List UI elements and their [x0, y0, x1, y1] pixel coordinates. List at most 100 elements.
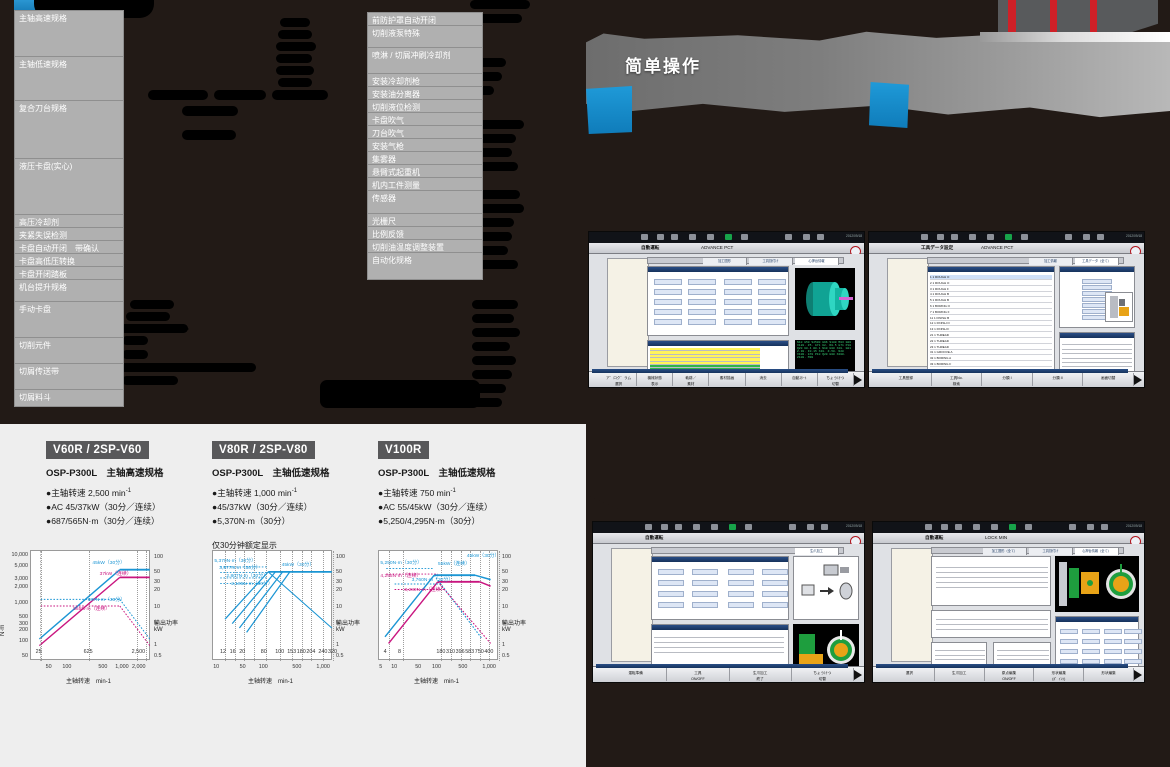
data-grid[interactable] — [936, 563, 1048, 588]
tool-row[interactable]: 6 1 BORING O — [930, 304, 1052, 309]
table-row[interactable] — [936, 578, 1048, 583]
softkey-button[interactable]: ちょうけつ 切替 — [792, 668, 854, 681]
softkey-button[interactable]: 選択 — [885, 668, 935, 681]
option-mid-item[interactable]: 悬臂式起重机 — [368, 165, 482, 178]
cnc-tab[interactable]: 加工情報 — [1029, 258, 1073, 265]
next-page-icon[interactable] — [1134, 670, 1142, 680]
softkey-button[interactable]: 機械状態 表示 — [637, 373, 674, 386]
cnc-softkey-bar[interactable]: 工具登録 工具No. 検索 分類 I 分類 II 画面切替 — [869, 369, 1144, 387]
cnc-tab[interactable]: 加工図形（全て） — [983, 548, 1027, 555]
tool-row[interactable]: 32 1 BORING A — [930, 356, 1052, 362]
cnc-tab-strip[interactable]: 加工図形 工具割付け 心押台情報 — [647, 257, 844, 265]
softkey-button[interactable]: ア゜ロク゛ラム 選択 — [601, 373, 638, 386]
table-row[interactable] — [936, 573, 1048, 578]
table-row[interactable] — [1062, 359, 1132, 363]
softkey-button[interactable]: 素材描画 — [709, 373, 746, 386]
table-row[interactable] — [1062, 363, 1132, 368]
table-row[interactable] — [650, 358, 760, 362]
option-left-item[interactable]: 液压卡盘(实心) — [15, 159, 123, 215]
softkey-button[interactable]: 生爪加工 終了 — [730, 668, 792, 681]
softkey-button[interactable]: 生爪加工 — [935, 668, 985, 681]
option-left-item[interactable]: 复合刀台规格 — [15, 101, 123, 159]
softkey-button[interactable]: 形状編集 — [1084, 668, 1134, 681]
option-mid-item[interactable]: 安装气枪 — [368, 139, 482, 152]
cnc-tab[interactable]: 心押台情報（全て） — [1075, 548, 1119, 555]
cnc-softkey-bar[interactable]: 選択 生爪加工 原点編集 ON/OFF 形状編集 (ﾎ゜ｲﾝﾄ) 形状編集 — [873, 664, 1144, 682]
table-row[interactable] — [997, 646, 1049, 651]
table-row[interactable] — [1062, 350, 1132, 355]
tool-row[interactable]: 21 1 THREAD — [930, 333, 1052, 338]
cnc-tab[interactable]: 工具割付け — [749, 258, 793, 265]
table-row[interactable] — [936, 620, 1048, 625]
tool-row[interactable]: 12 1 FINISH O — [930, 321, 1052, 327]
softkey-button[interactable]: 軌跡／ 素材 — [673, 373, 710, 386]
option-mid-item[interactable]: 安装冷却剂枪 — [368, 74, 482, 87]
next-page-icon[interactable] — [854, 670, 862, 680]
option-left-item[interactable]: 手动卡盘 — [15, 302, 123, 338]
table-row[interactable] — [1062, 341, 1132, 346]
option-mid-item[interactable]: 传感器 — [368, 191, 482, 214]
table-row[interactable] — [654, 633, 784, 638]
table-row[interactable] — [997, 656, 1049, 661]
option-mid-item[interactable]: 前防护罩自动开闭 — [368, 13, 482, 26]
softkey-button[interactable]: 運転準備 — [605, 668, 668, 681]
option-left-item[interactable]: 高压冷却剂 — [15, 215, 123, 228]
tool-row[interactable]: 5 1 ROUGH B — [930, 298, 1052, 304]
cnc-softkey-bar[interactable]: ア゜ロク゛ラム 選択 機械状態 表示 軌跡／ 素材 素材描画 消去 自動ｽﾀｰﾄ ちょうけつ 切替 — [589, 369, 864, 387]
option-mid-item[interactable]: 刀台吹气 — [368, 126, 482, 139]
table-row[interactable] — [650, 354, 760, 359]
cnc-softkey-bar[interactable]: 運転準備 工具 ON/OFF 生爪加工 終了 ちょうけつ 切替 — [593, 664, 864, 682]
cnc-tab-strip[interactable]: 生爪加工 — [651, 547, 844, 555]
option-mid-item[interactable]: 自动化规格 — [368, 253, 482, 279]
tool-preview-view[interactable] — [1105, 292, 1133, 322]
option-mid-item[interactable]: 卡盘吹气 — [368, 113, 482, 126]
data-grid[interactable] — [654, 633, 784, 653]
data-grid[interactable] — [1062, 341, 1132, 368]
cnc-tab[interactable]: 心押台情報 — [795, 258, 839, 265]
tool-row[interactable]: 7 1 BORING F — [930, 310, 1052, 315]
option-mid-item[interactable]: 光栅尺 — [368, 214, 482, 227]
cnc-screen-tool-data[interactable]: 2012/09/18 工具データ設定 ADVANCE PCT 加工情報 工具データ（全て… — [868, 231, 1145, 388]
softkey-button[interactable]: 分類 I — [982, 373, 1033, 386]
tool-row[interactable]: 13 1 FINISH F — [930, 327, 1052, 333]
chuck-parameter-panel[interactable] — [931, 556, 1051, 606]
option-left-item[interactable]: 卡盘开闭踏板 — [15, 267, 123, 280]
softkey-button[interactable]: 消去 — [746, 373, 782, 386]
cnc-screen-shape-edit[interactable]: 2012/09/18 自動運転 LOCK MIN 加工図形（全て） 工具割付け 心押台情報… — [872, 521, 1145, 683]
tool-row[interactable]: 31 1 GROOVE A — [930, 350, 1052, 356]
cnc-tab[interactable]: 加工図形 — [703, 258, 747, 265]
tool-row[interactable]: 1 1 ROUGH O — [930, 275, 1052, 280]
table-row[interactable] — [1062, 354, 1132, 359]
option-left-item[interactable]: 主轴低速规格 — [15, 57, 123, 101]
next-page-icon[interactable] — [1134, 375, 1142, 385]
softkey-button[interactable]: 原点編集 ON/OFF — [985, 668, 1035, 681]
table-row[interactable] — [650, 348, 760, 352]
table-row[interactable] — [654, 643, 784, 648]
table-row[interactable] — [935, 651, 985, 656]
cnc-tab-strip[interactable]: 加工情報 工具データ（全て） — [927, 257, 1124, 265]
cnc-tab[interactable]: 工具データ（全て） — [1075, 258, 1119, 265]
table-row[interactable] — [936, 583, 1048, 588]
option-mid-item[interactable]: 喷淋 / 切屑冲刷冷却剂 — [368, 48, 482, 74]
3d-workpiece-view[interactable] — [795, 268, 855, 330]
softkey-button[interactable]: 自動ｽﾀｰﾄ — [782, 373, 818, 386]
tool-row[interactable]: 23 1 THREAD — [930, 345, 1052, 350]
option-left-item[interactable]: 切屑料斗 — [15, 390, 123, 406]
table-row[interactable] — [935, 646, 985, 651]
softkey-button[interactable]: ちょうけつ 切替 — [818, 373, 854, 386]
cnc-tab[interactable]: 生爪加工 — [795, 548, 839, 555]
table-row[interactable] — [936, 563, 1048, 568]
table-row[interactable] — [650, 361, 760, 365]
option-mid-item[interactable]: 切削液位检测 — [368, 100, 482, 113]
option-mid-item[interactable]: 切削液泵特殊 — [368, 26, 482, 48]
option-left-item[interactable]: 卡盘自动开闭 带确认 — [15, 241, 123, 254]
softkey-button[interactable]: 工具登録 — [881, 373, 932, 386]
table-row[interactable] — [935, 656, 985, 661]
tool-row[interactable]: 11 1 FINISH B — [930, 316, 1052, 321]
table-row[interactable] — [654, 638, 784, 643]
softkey-button[interactable]: 工具 ON/OFF — [667, 668, 730, 681]
table-row[interactable] — [1062, 345, 1132, 350]
tool-row[interactable]: 33 1 BORING F — [930, 362, 1052, 367]
cnc-screen-auto-operation[interactable]: 2012/09/18 自動運転 ADVANCE PCT 加工図形 工具割付け 心押台情報 N… — [588, 231, 865, 388]
